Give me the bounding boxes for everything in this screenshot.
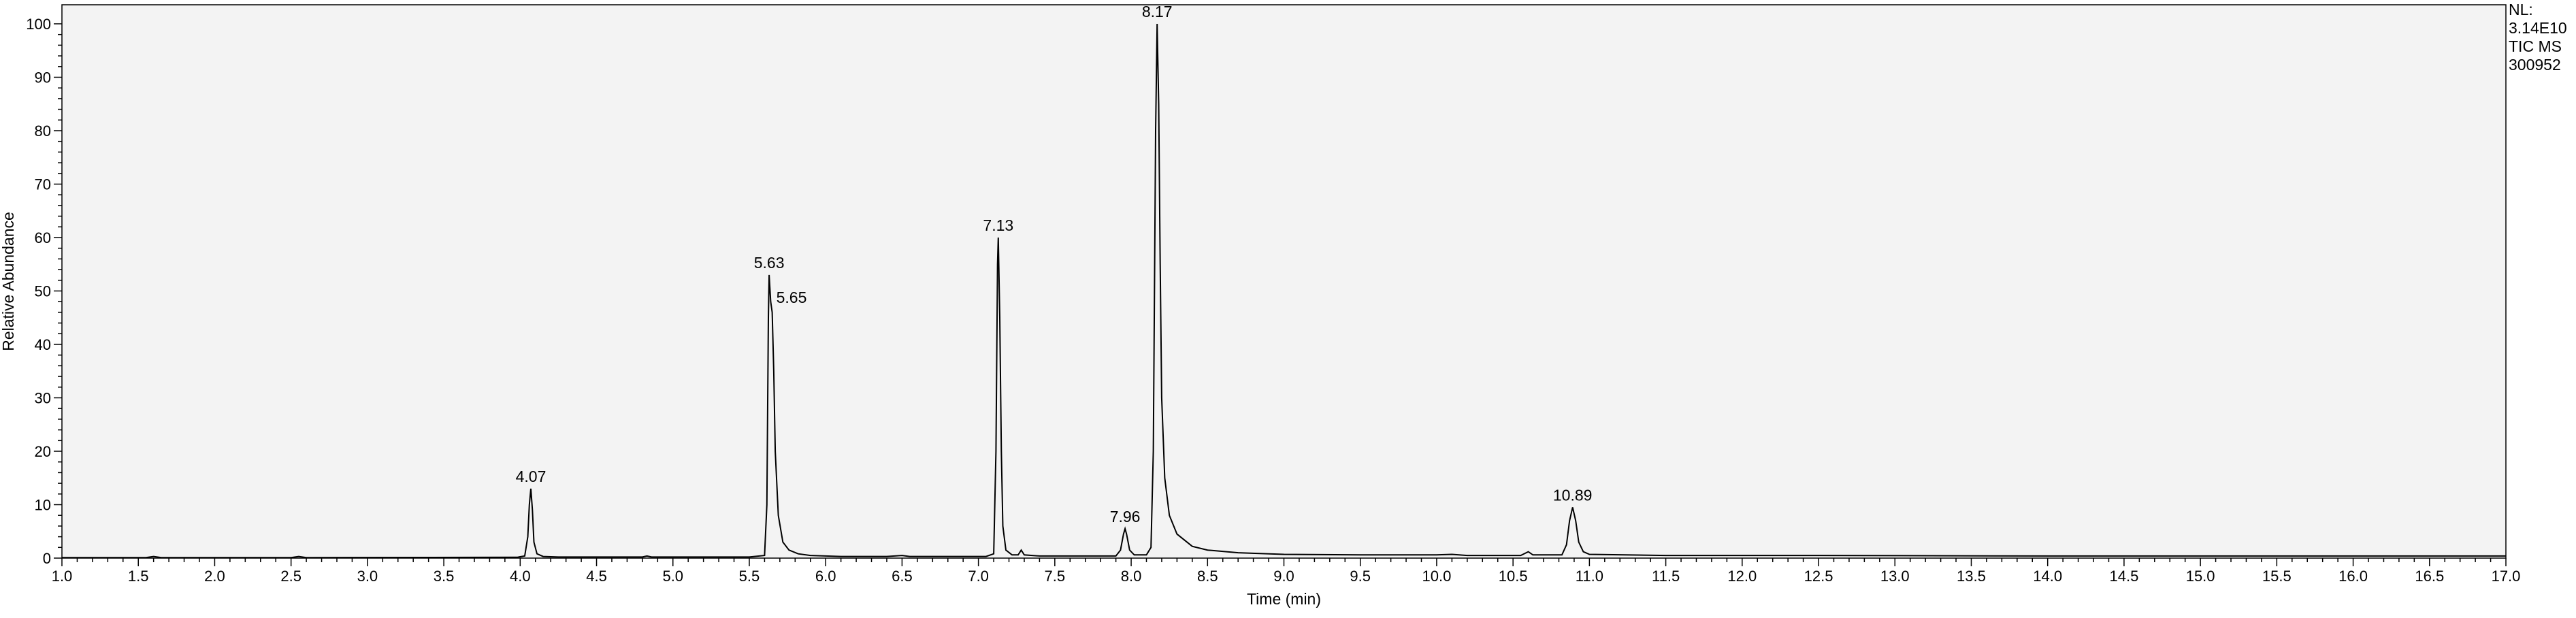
x-tick-label: 6.0 (815, 568, 836, 585)
x-tick-labels: 1.0 1.5 2.0 2.5 3.0 3.5 4.0 4.5 5.0 5.5 6.0 6.5 7.0 7… (52, 568, 2521, 585)
peak-label: 7.96 (1110, 508, 1141, 525)
peak-label: 8.17 (1142, 3, 1173, 20)
axis-ticks (54, 23, 2507, 566)
peak-label: 5.65 (777, 289, 807, 306)
info-line-sample: 300952 (2509, 56, 2561, 74)
y-tick-labels: 0 10 20 30 40 50 60 70 80 90 100 (26, 16, 51, 567)
x-tick-label: 13.0 (1880, 568, 1910, 585)
x-tick-label: 1.5 (128, 568, 149, 585)
y-tick-label: 50 (35, 283, 51, 300)
info-line-nl-value: 3.14E10 (2509, 19, 2567, 37)
y-tick-label: 90 (35, 69, 51, 86)
x-tick-label: 8.5 (1197, 568, 1218, 585)
x-tick-label: 7.5 (1045, 568, 1066, 585)
x-tick-label: 11.0 (1576, 568, 1603, 585)
x-tick-label: 11.5 (1652, 568, 1680, 585)
x-tick-label: 6.5 (892, 568, 913, 585)
y-tick-label: 60 (35, 229, 51, 246)
tic-trace-line (62, 23, 2506, 559)
x-tick-label: 3.0 (357, 568, 378, 585)
peak-label: 10.89 (1553, 486, 1593, 504)
y-tick-label: 10 (35, 497, 51, 514)
y-axis-title: Relative Abundance (0, 212, 17, 351)
x-tick-label: 8.0 (1121, 568, 1142, 585)
plot-area (61, 4, 2507, 559)
x-tick-label: 2.0 (204, 568, 225, 585)
peak-labels: 4.07 5.63 5.65 7.13 7.96 8.17 10.89 (516, 3, 1593, 525)
x-tick-label: 15.5 (2262, 568, 2292, 585)
info-line-nl: NL: (2509, 1, 2533, 18)
y-tick-label: 20 (35, 443, 51, 460)
x-tick-label: 4.5 (586, 568, 607, 585)
x-tick-label: 13.5 (1957, 568, 1986, 585)
x-tick-label: 15.0 (2186, 568, 2215, 585)
x-tick-label: 9.0 (1273, 568, 1294, 585)
x-tick-label: 16.0 (2338, 568, 2368, 585)
peak-label: 7.13 (983, 216, 1013, 234)
y-tick-label: 0 (43, 550, 51, 567)
x-tick-label: 14.0 (2033, 568, 2062, 585)
x-tick-label: 17.0 (2492, 568, 2521, 585)
x-tick-label: 5.0 (662, 568, 683, 585)
x-tick-label: 4.0 (510, 568, 531, 585)
y-tick-label: 100 (26, 16, 51, 33)
y-tick-label: 70 (35, 176, 51, 193)
info-line-filter: TIC MS (2509, 37, 2562, 55)
x-tick-label: 14.5 (2109, 568, 2138, 585)
x-tick-label: 10.0 (1422, 568, 1452, 585)
y-tick-label: 40 (35, 336, 51, 353)
x-tick-label: 3.5 (434, 568, 455, 585)
y-tick-label: 30 (35, 390, 51, 407)
x-axis-title: Time (min) (1247, 590, 1321, 608)
x-tick-label: 12.0 (1727, 568, 1757, 585)
x-tick-label: 7.0 (968, 568, 989, 585)
x-tick-label: 16.5 (2415, 568, 2444, 585)
peak-label: 5.63 (754, 254, 785, 272)
peak-label: 4.07 (516, 468, 547, 485)
x-tick-label: 5.5 (739, 568, 760, 585)
scan-info-block: NL: 3.14E10 TIC MS 300952 (2509, 1, 2567, 74)
x-tick-label: 1.0 (52, 568, 73, 585)
x-tick-label: 9.5 (1350, 568, 1371, 585)
x-tick-label: 2.5 (280, 568, 301, 585)
y-tick-label: 80 (35, 123, 51, 140)
x-tick-label: 10.5 (1499, 568, 1528, 585)
x-tick-label: 12.5 (1804, 568, 1833, 585)
